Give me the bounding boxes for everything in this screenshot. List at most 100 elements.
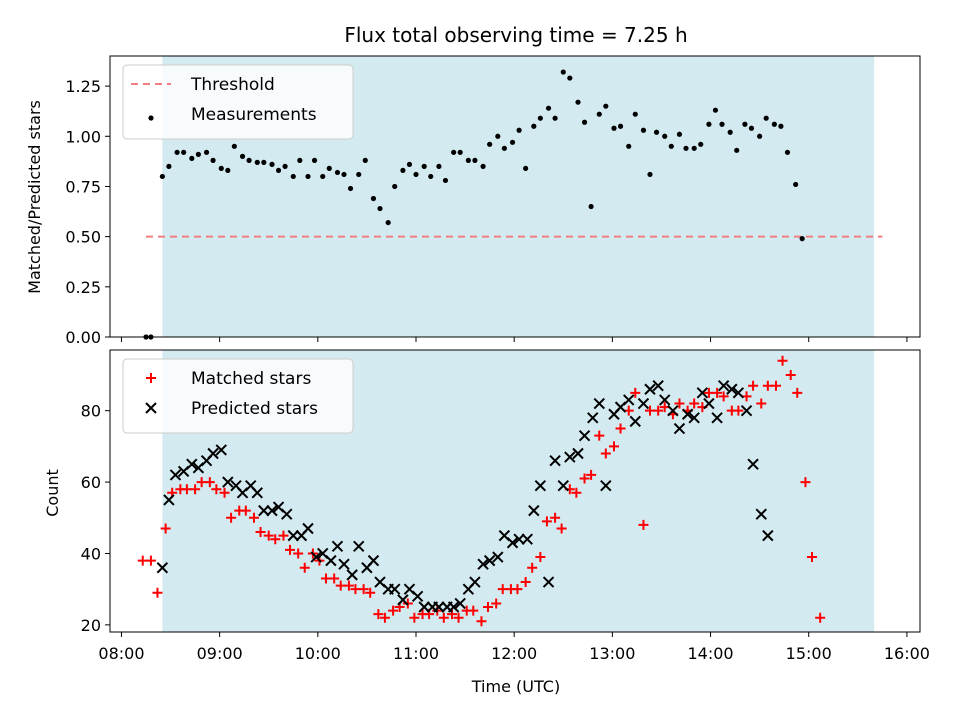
data-point: [799, 236, 805, 242]
data-point: [160, 523, 171, 534]
data-point: [537, 115, 543, 121]
data-point: [169, 469, 182, 481]
data-point: [807, 552, 817, 563]
data-point: [615, 423, 626, 434]
data-point: [266, 504, 278, 517]
data-point: [600, 448, 611, 459]
data-point: [579, 473, 590, 484]
data-point: [278, 530, 289, 541]
data-point: [338, 558, 350, 570]
data-point: [299, 562, 310, 573]
data-point: [681, 408, 694, 420]
data-point: [688, 412, 700, 424]
data-point: [469, 576, 481, 588]
data-point: [186, 458, 198, 470]
x-tick-label: 12:00: [491, 644, 537, 663]
data-point: [600, 479, 612, 492]
data-point: [331, 540, 344, 553]
data-point: [603, 103, 609, 109]
data-point: [451, 149, 457, 155]
data-point: [527, 562, 538, 573]
data-point: [784, 149, 791, 155]
data-point: [418, 601, 430, 613]
data-point: [195, 151, 201, 157]
data-point: [483, 602, 493, 613]
data-point: [406, 161, 413, 167]
data-point: [305, 173, 311, 180]
data-point: [575, 99, 581, 105]
data-point: [411, 590, 424, 603]
data-point: [239, 153, 246, 159]
data-point: [617, 123, 624, 129]
data-point: [310, 551, 322, 563]
legend-swatch: [146, 373, 156, 383]
data-point: [428, 173, 434, 180]
data-point: [189, 155, 195, 161]
data-point: [552, 115, 558, 121]
y-tick-label: 0.75: [65, 177, 101, 196]
data-point: [611, 125, 617, 131]
data-point: [712, 107, 719, 113]
data-point: [523, 165, 529, 171]
data-point: [734, 147, 740, 153]
data-point: [392, 183, 398, 190]
legend-label: Matched stars: [191, 369, 311, 389]
data-point: [231, 143, 237, 149]
data-point: [747, 458, 759, 470]
data-point: [370, 195, 377, 202]
data-point: [270, 534, 281, 545]
x-axis-label: Time (UTC): [471, 677, 560, 696]
data-point: [587, 412, 599, 424]
data-point: [219, 487, 230, 498]
data-point: [181, 149, 187, 155]
data-point: [596, 111, 602, 117]
data-point: [637, 397, 650, 410]
data-point: [676, 131, 683, 137]
data-point: [325, 554, 337, 567]
data-point: [480, 163, 486, 169]
data-point: [204, 477, 215, 488]
data-point: [706, 121, 712, 127]
data-point: [156, 562, 169, 574]
data-point: [778, 123, 784, 129]
data-point: [341, 171, 347, 178]
data-point: [556, 523, 567, 534]
data-point: [447, 601, 460, 613]
data-point: [581, 119, 588, 125]
data-point: [367, 554, 380, 567]
data-point: [762, 529, 774, 542]
data-point: [549, 454, 561, 467]
data-point: [293, 548, 304, 559]
data-point: [388, 605, 399, 616]
data-point: [207, 447, 219, 460]
data-point: [571, 487, 582, 498]
data-point: [717, 379, 730, 392]
data-point: [163, 494, 175, 506]
chart-title: Flux total observing time = 7.25 h: [344, 23, 687, 47]
data-point: [659, 394, 671, 406]
data-point: [442, 177, 449, 184]
data-point: [711, 412, 723, 424]
data-point: [225, 167, 231, 174]
data-point: [385, 219, 391, 226]
data-point: [667, 404, 679, 417]
data-point: [210, 157, 216, 163]
panel-count: 20 40 60 80 08:00 09:00 10:00 11:00 12:00 13:00 14…: [81, 349, 930, 663]
data-point: [626, 143, 632, 149]
data-point: [516, 127, 522, 133]
data-point: [373, 609, 384, 620]
data-point: [433, 601, 445, 613]
data-point: [347, 185, 354, 192]
data-point: [588, 203, 594, 210]
data-point: [534, 479, 547, 492]
legend: Threshold Measurements: [122, 64, 354, 140]
y-tick-label: 0.50: [65, 228, 101, 247]
data-point: [226, 512, 237, 523]
plot-frame: [109, 349, 921, 633]
data-point: [644, 383, 656, 395]
data-point: [389, 583, 401, 595]
data-point: [640, 127, 647, 133]
data-point: [436, 163, 442, 169]
y-tick-label: 40: [81, 544, 101, 563]
data-point: [290, 173, 296, 180]
